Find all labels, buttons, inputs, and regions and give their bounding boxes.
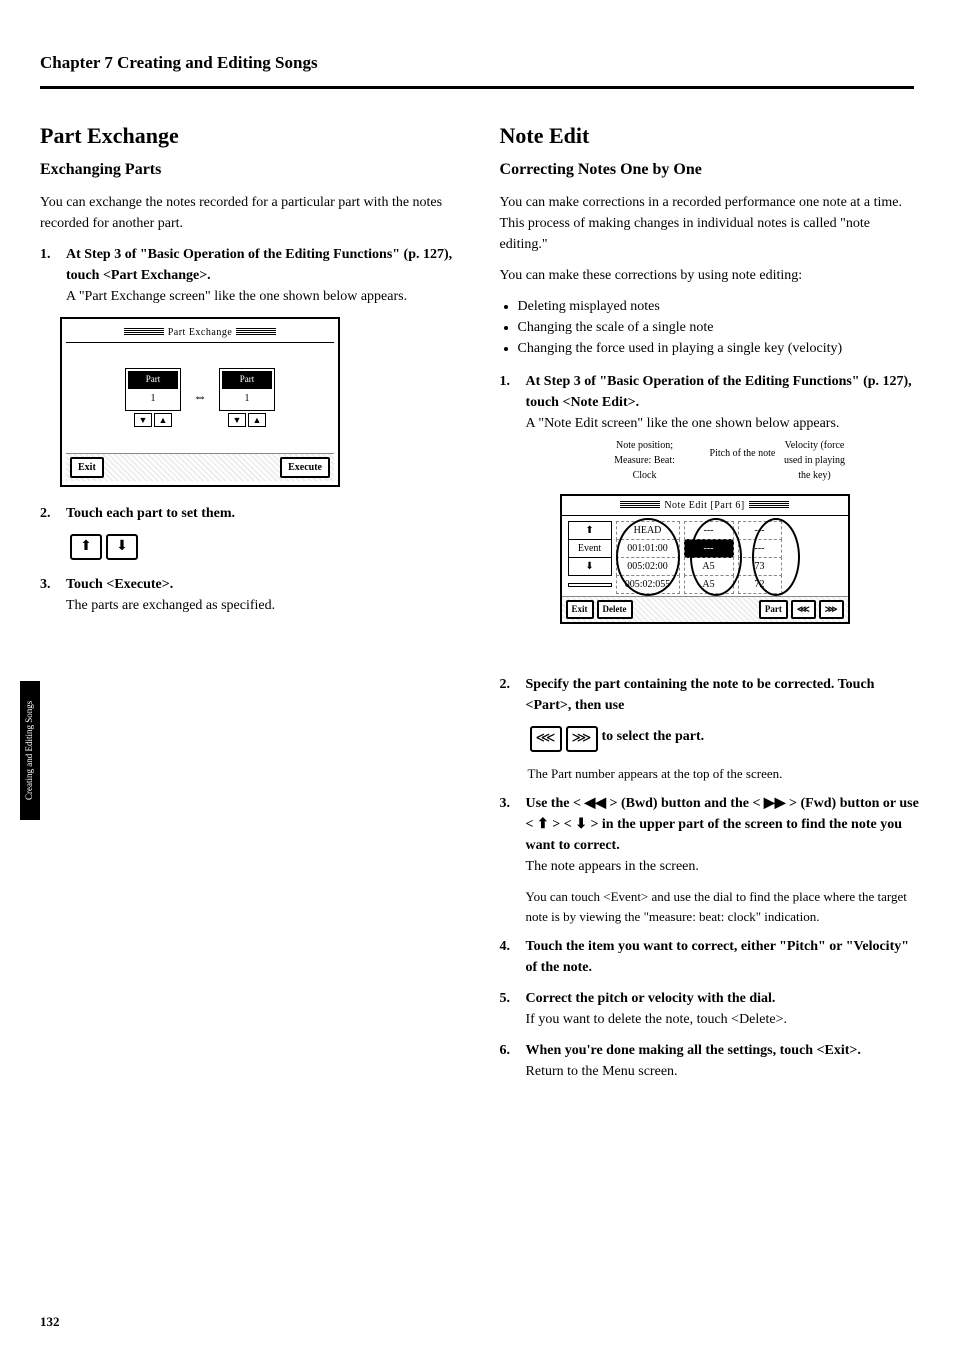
step-number: 4. xyxy=(500,936,518,978)
part-label: Part xyxy=(222,371,272,389)
up-arrow-button[interactable]: ▲ xyxy=(154,413,172,427)
scroll-up-button[interactable]: ⬆ xyxy=(568,521,612,540)
vel-cell[interactable]: 73 xyxy=(738,557,782,576)
note-edit-list-intro: You can make these corrections by using … xyxy=(500,265,920,286)
r-step3b: > (Bwd) button and the < xyxy=(609,796,760,811)
r-step2b: to select the part. xyxy=(602,726,705,752)
r-step2c: The Part number appears at the top of th… xyxy=(528,764,920,784)
r-step2a: Specify the part containing the note to … xyxy=(526,677,875,713)
rew-button[interactable]: ⋘ xyxy=(791,600,816,620)
up-arrow-button[interactable]: ▲ xyxy=(248,413,266,427)
part-right-box[interactable]: Part 1 xyxy=(219,368,275,411)
head-cell: HEAD xyxy=(616,521,680,540)
part-exchange-screen: Part Exchange Part 1 ▼ ▲ xyxy=(60,317,340,487)
screen-title: Part Exchange xyxy=(168,325,233,340)
empty-cell: --- xyxy=(738,539,782,558)
step-number: 3. xyxy=(40,574,58,616)
r-step6: When you're done making all the settings… xyxy=(526,1043,861,1058)
step3-text: Touch <Execute>. xyxy=(66,577,173,592)
part-exchange-subtitle: Exchanging Parts xyxy=(40,158,460,182)
bullet-item: Changing the force used in playing a sin… xyxy=(518,338,920,359)
side-tab-label: Creating and Editing Songs xyxy=(20,681,40,820)
page-number: 132 xyxy=(40,1312,60,1332)
fwd-key[interactable]: ⋙ xyxy=(566,726,598,752)
selected-cell[interactable]: --- xyxy=(684,539,734,558)
step2-text-a: Touch each part xyxy=(66,506,166,521)
titlebar-deco xyxy=(620,501,660,509)
part-value: 1 xyxy=(222,389,272,408)
pos-cell[interactable]: 005:02:00 xyxy=(616,557,680,576)
empty-cell: --- xyxy=(738,521,782,540)
event-button[interactable]: Event xyxy=(568,539,612,558)
step-number: 1. xyxy=(40,244,58,307)
step2-text-b: to set them. xyxy=(166,506,235,521)
titlebar-deco xyxy=(236,328,276,336)
r-step1-sub: A "Note Edit screen" like the one shown … xyxy=(526,413,920,434)
down-arrow-button[interactable]: ▼ xyxy=(134,413,152,427)
titlebar-deco xyxy=(124,328,164,336)
fwd-button[interactable]: ⋙ xyxy=(819,600,844,620)
blank-cell xyxy=(568,583,612,587)
part-label: Part xyxy=(128,371,178,389)
bwd-icon: ◀◀ xyxy=(584,796,606,811)
step-number: 3. xyxy=(500,793,518,877)
pitch-cell[interactable]: A5 xyxy=(684,575,734,594)
pos-cell[interactable]: 005:02:055 xyxy=(616,575,680,594)
part-exchange-intro: You can exchange the notes recorded for … xyxy=(40,192,460,234)
note-edit-title: Note Edit xyxy=(500,119,920,152)
r-step5-sub: If you want to delete the note, touch <D… xyxy=(526,1009,920,1030)
note-edit-subtitle: Correcting Notes One by One xyxy=(500,158,920,182)
r-step4: Touch the item you want to correct, eith… xyxy=(526,936,920,978)
chapter-title: Chapter 7 Creating and Editing Songs xyxy=(40,50,914,76)
step1-text: At Step 3 of "Basic Operation of the Edi… xyxy=(66,247,452,283)
note-edit-intro: You can make corrections in a recorded p… xyxy=(500,192,920,255)
part-exchange-title: Part Exchange xyxy=(40,119,460,152)
screen-title: Note Edit [Part 6] xyxy=(664,498,744,513)
r-step3-sub: The note appears in the screen. xyxy=(526,856,920,877)
pos-cell[interactable]: 001:01:00 xyxy=(616,539,680,558)
exit-button[interactable]: Exit xyxy=(70,457,104,478)
step-number: 2. xyxy=(500,674,518,716)
r-step3d: > < xyxy=(552,817,571,832)
part-button[interactable]: Part xyxy=(759,600,788,620)
step-number: 6. xyxy=(500,1040,518,1082)
annot-pitch-label: Pitch of the note xyxy=(710,446,776,461)
delete-button[interactable]: Delete xyxy=(597,600,633,620)
rew-key[interactable]: ⋘ xyxy=(530,726,562,752)
down-icon: ⬇ xyxy=(575,817,587,832)
pitch-cell[interactable]: A5 xyxy=(684,557,734,576)
down-arrow-key[interactable]: ⬇ xyxy=(106,534,138,560)
header-rule xyxy=(40,86,914,89)
bullet-item: Deleting misplayed notes xyxy=(518,296,920,317)
swap-icon: ⇔ xyxy=(193,387,207,408)
empty-cell: --- xyxy=(684,521,734,540)
bullet-item: Changing the scale of a single note xyxy=(518,317,920,338)
r-step1-text: At Step 3 of "Basic Operation of the Edi… xyxy=(526,374,912,410)
r-step5: Correct the pitch or velocity with the d… xyxy=(526,991,776,1006)
part-value: 1 xyxy=(128,389,178,408)
annot-pos-label: Note position; Measure: Beat: Clock xyxy=(610,438,680,483)
up-arrow-key[interactable]: ⬆ xyxy=(70,534,102,560)
up-icon: ⬆ xyxy=(537,817,549,832)
exit-button[interactable]: Exit xyxy=(566,600,594,620)
titlebar-deco xyxy=(749,501,789,509)
step3-sub: The parts are exchanged as specified. xyxy=(66,595,460,616)
down-arrow-button[interactable]: ▼ xyxy=(228,413,246,427)
r-step6-sub: Return to the Menu screen. xyxy=(526,1061,920,1082)
fwd-icon: ▶▶ xyxy=(764,796,786,811)
step-number: 1. xyxy=(500,371,518,434)
annot-vel-label: Velocity (force used in playing the key) xyxy=(780,438,850,483)
r-step3a: Use the < xyxy=(526,796,581,811)
part-left-box[interactable]: Part 1 xyxy=(125,368,181,411)
vel-cell[interactable]: 72 xyxy=(738,575,782,594)
scroll-down-button[interactable]: ⬇ xyxy=(568,557,612,576)
step1-sub: A "Part Exchange screen" like the one sh… xyxy=(66,286,460,307)
r-step3-note: You can touch <Event> and use the dial t… xyxy=(526,887,920,926)
step-number: 5. xyxy=(500,988,518,1030)
step-number: 2. xyxy=(40,503,58,524)
note-edit-screen: Note Edit [Part 6] ⬆ HEAD --- --- Event … xyxy=(560,494,850,625)
execute-button[interactable]: Execute xyxy=(280,457,330,478)
